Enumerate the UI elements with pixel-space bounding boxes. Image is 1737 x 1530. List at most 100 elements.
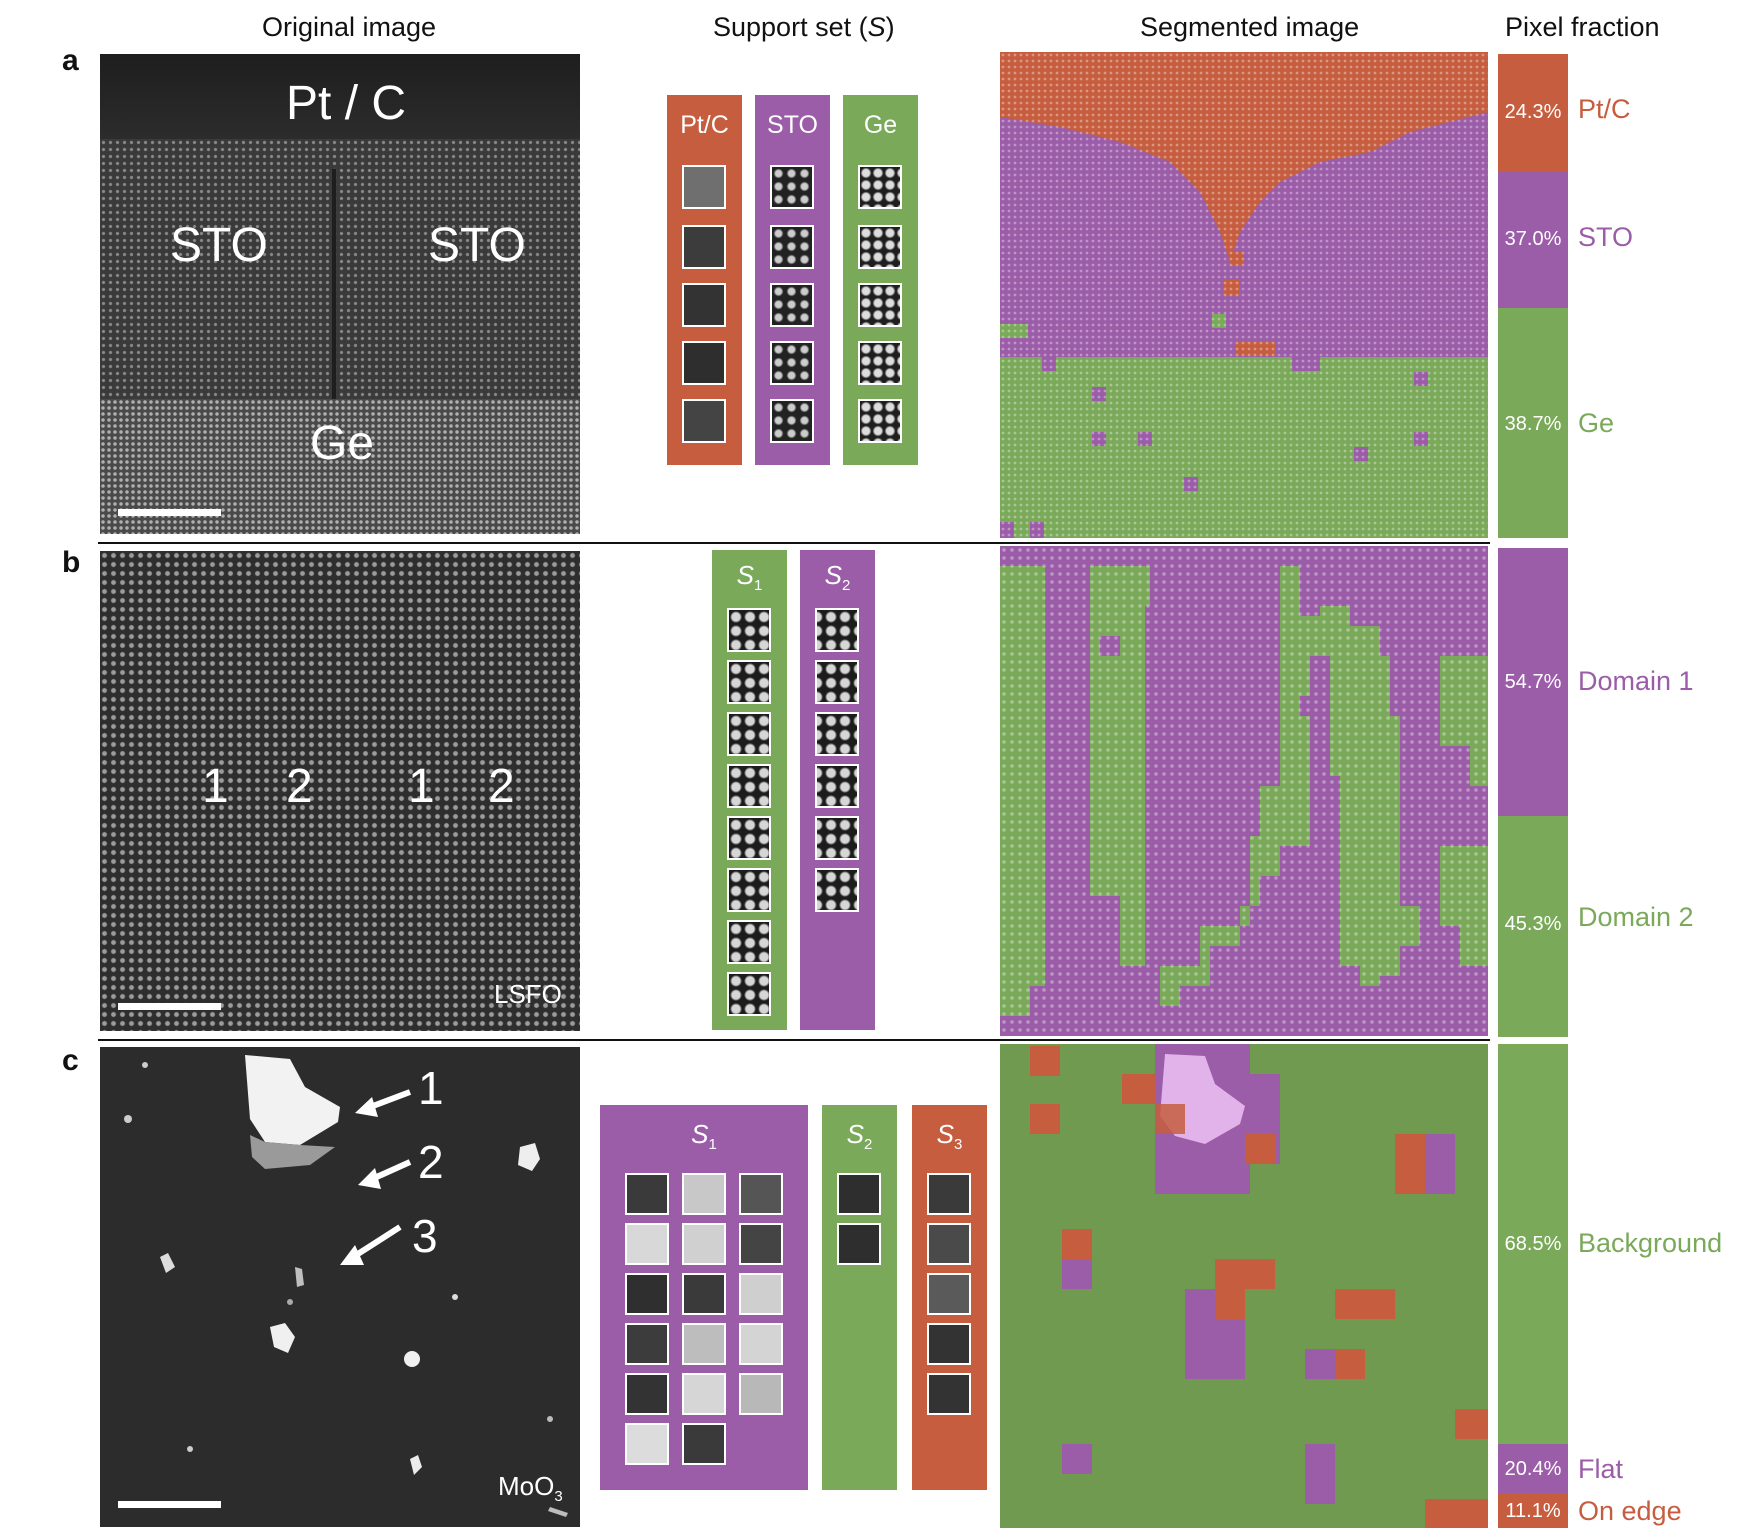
panel-a-segmented-image xyxy=(1000,52,1488,538)
support-title-prefix: Support set ( xyxy=(713,12,868,42)
fraction-value: 37.0% xyxy=(1504,228,1562,250)
support-tile xyxy=(682,399,726,443)
material-label-moo3: MoO3 xyxy=(498,1471,563,1505)
support-tile xyxy=(815,660,859,704)
fraction-bar-background: 68.5% xyxy=(1498,1044,1568,1444)
label-domain-1-left: 1 xyxy=(202,760,229,813)
support-tile xyxy=(927,1373,971,1415)
support-subscript: 1 xyxy=(708,1136,717,1154)
support-header-s2: S2 xyxy=(800,560,875,594)
support-symbol: S xyxy=(736,560,754,590)
support-column-ge: Ge xyxy=(843,95,918,465)
support-tile xyxy=(815,608,859,652)
support-tile xyxy=(815,816,859,860)
arrow-label-3: 3 xyxy=(412,1210,438,1262)
support-tile xyxy=(927,1173,971,1215)
support-tile xyxy=(837,1223,881,1265)
support-tile xyxy=(625,1223,669,1265)
fraction-label-ptc: Pt/C xyxy=(1578,94,1631,124)
support-subscript: 1 xyxy=(754,577,763,595)
segmentation-map-c xyxy=(1000,1044,1488,1528)
arrow-label-2: 2 xyxy=(418,1136,444,1188)
panel-c-original-image: 1 2 3 MoO3 xyxy=(100,1047,580,1527)
support-tile xyxy=(682,341,726,385)
support-tile xyxy=(727,712,771,756)
material-base: MoO xyxy=(498,1471,555,1501)
fraction-label-ge: Ge xyxy=(1578,408,1615,438)
arrow-label-1: 1 xyxy=(418,1062,444,1114)
column-title-segmented: Segmented image xyxy=(1140,12,1360,42)
support-tile xyxy=(770,225,814,269)
panel-b-segmented-image xyxy=(1000,546,1488,1036)
support-tile xyxy=(625,1323,669,1365)
fraction-value: 11.1% xyxy=(1505,1500,1561,1522)
support-tile xyxy=(858,225,902,269)
support-title-suffix: ) xyxy=(885,12,895,42)
scale-bar xyxy=(118,1003,221,1010)
support-header-ptc: Pt/C xyxy=(680,111,729,139)
fraction-bar-ptc: 24.3% xyxy=(1498,54,1568,172)
support-tile xyxy=(625,1373,669,1415)
support-tile xyxy=(682,283,726,327)
sto-region xyxy=(100,139,580,399)
column-title-original: Original image xyxy=(262,12,437,42)
fraction-value: 20.4% xyxy=(1504,1458,1562,1480)
support-tile xyxy=(682,1373,726,1415)
ptc-region xyxy=(100,54,580,139)
support-tile xyxy=(727,608,771,652)
support-header-sto: STO xyxy=(767,111,818,139)
fraction-label-sto: STO xyxy=(1578,222,1634,252)
support-tile xyxy=(682,1323,726,1365)
fraction-label-domain-1: Domain 1 xyxy=(1578,666,1694,696)
support-column-s2: S2 xyxy=(800,550,875,1030)
column-title-fraction: Pixel fraction xyxy=(1505,12,1660,42)
support-column-ptc: Pt/C xyxy=(667,95,742,465)
support-tile xyxy=(625,1173,669,1215)
material-label-lsfo: LSFO xyxy=(494,979,562,1009)
panel-separator xyxy=(98,1039,1490,1041)
support-tile xyxy=(739,1223,783,1265)
fraction-bar-domain-2: 45.3% xyxy=(1498,816,1568,1037)
support-column-s2: S2 xyxy=(822,1105,897,1490)
panel-b-original-image: 1 2 1 2 LSFO xyxy=(100,551,580,1031)
fraction-value: 24.3% xyxy=(1504,101,1562,123)
label-domain-2-left: 2 xyxy=(286,760,313,813)
fraction-label-on-edge: On edge xyxy=(1578,1496,1682,1526)
segmentation-map-a xyxy=(1000,52,1488,538)
support-tile xyxy=(927,1223,971,1265)
support-subscript: 2 xyxy=(864,1136,873,1154)
support-column-s1: S1 xyxy=(712,550,787,1030)
support-tile xyxy=(727,920,771,964)
support-symbol: S xyxy=(846,1119,864,1149)
support-tile xyxy=(727,660,771,704)
support-tile xyxy=(739,1323,783,1365)
support-tile xyxy=(927,1273,971,1315)
support-tile xyxy=(858,399,902,443)
label-domain-1-right: 1 xyxy=(408,760,435,813)
fraction-bar-ge: 38.7% xyxy=(1498,308,1568,538)
support-tile xyxy=(727,972,771,1016)
support-header-s1: S1 xyxy=(600,1119,808,1153)
support-tile xyxy=(837,1173,881,1215)
label-ptc: Pt / C xyxy=(286,77,407,130)
fraction-bar-flat: 20.4% xyxy=(1498,1444,1568,1494)
support-symbol: S xyxy=(824,560,842,590)
panel-letter-a: a xyxy=(62,44,79,77)
material-subscript: 3 xyxy=(554,1488,563,1506)
support-header-ge: Ge xyxy=(863,111,898,139)
support-tile xyxy=(739,1273,783,1315)
label-sto-right: STO xyxy=(428,219,526,272)
support-tile xyxy=(682,225,726,269)
fraction-label-background: Background xyxy=(1578,1228,1723,1258)
support-tile xyxy=(815,868,859,912)
panel-letter-b: b xyxy=(62,546,81,579)
support-tile xyxy=(682,1423,726,1465)
support-tile xyxy=(858,283,902,327)
column-title-support: Support set (S) xyxy=(713,12,895,43)
fraction-bar-domain-1: 54.7% xyxy=(1498,548,1568,816)
support-tile xyxy=(625,1273,669,1315)
support-tile xyxy=(682,1173,726,1215)
grain-boundary xyxy=(332,169,336,399)
fraction-value: 54.7% xyxy=(1504,671,1562,693)
support-column-s3: S3 xyxy=(912,1105,987,1490)
